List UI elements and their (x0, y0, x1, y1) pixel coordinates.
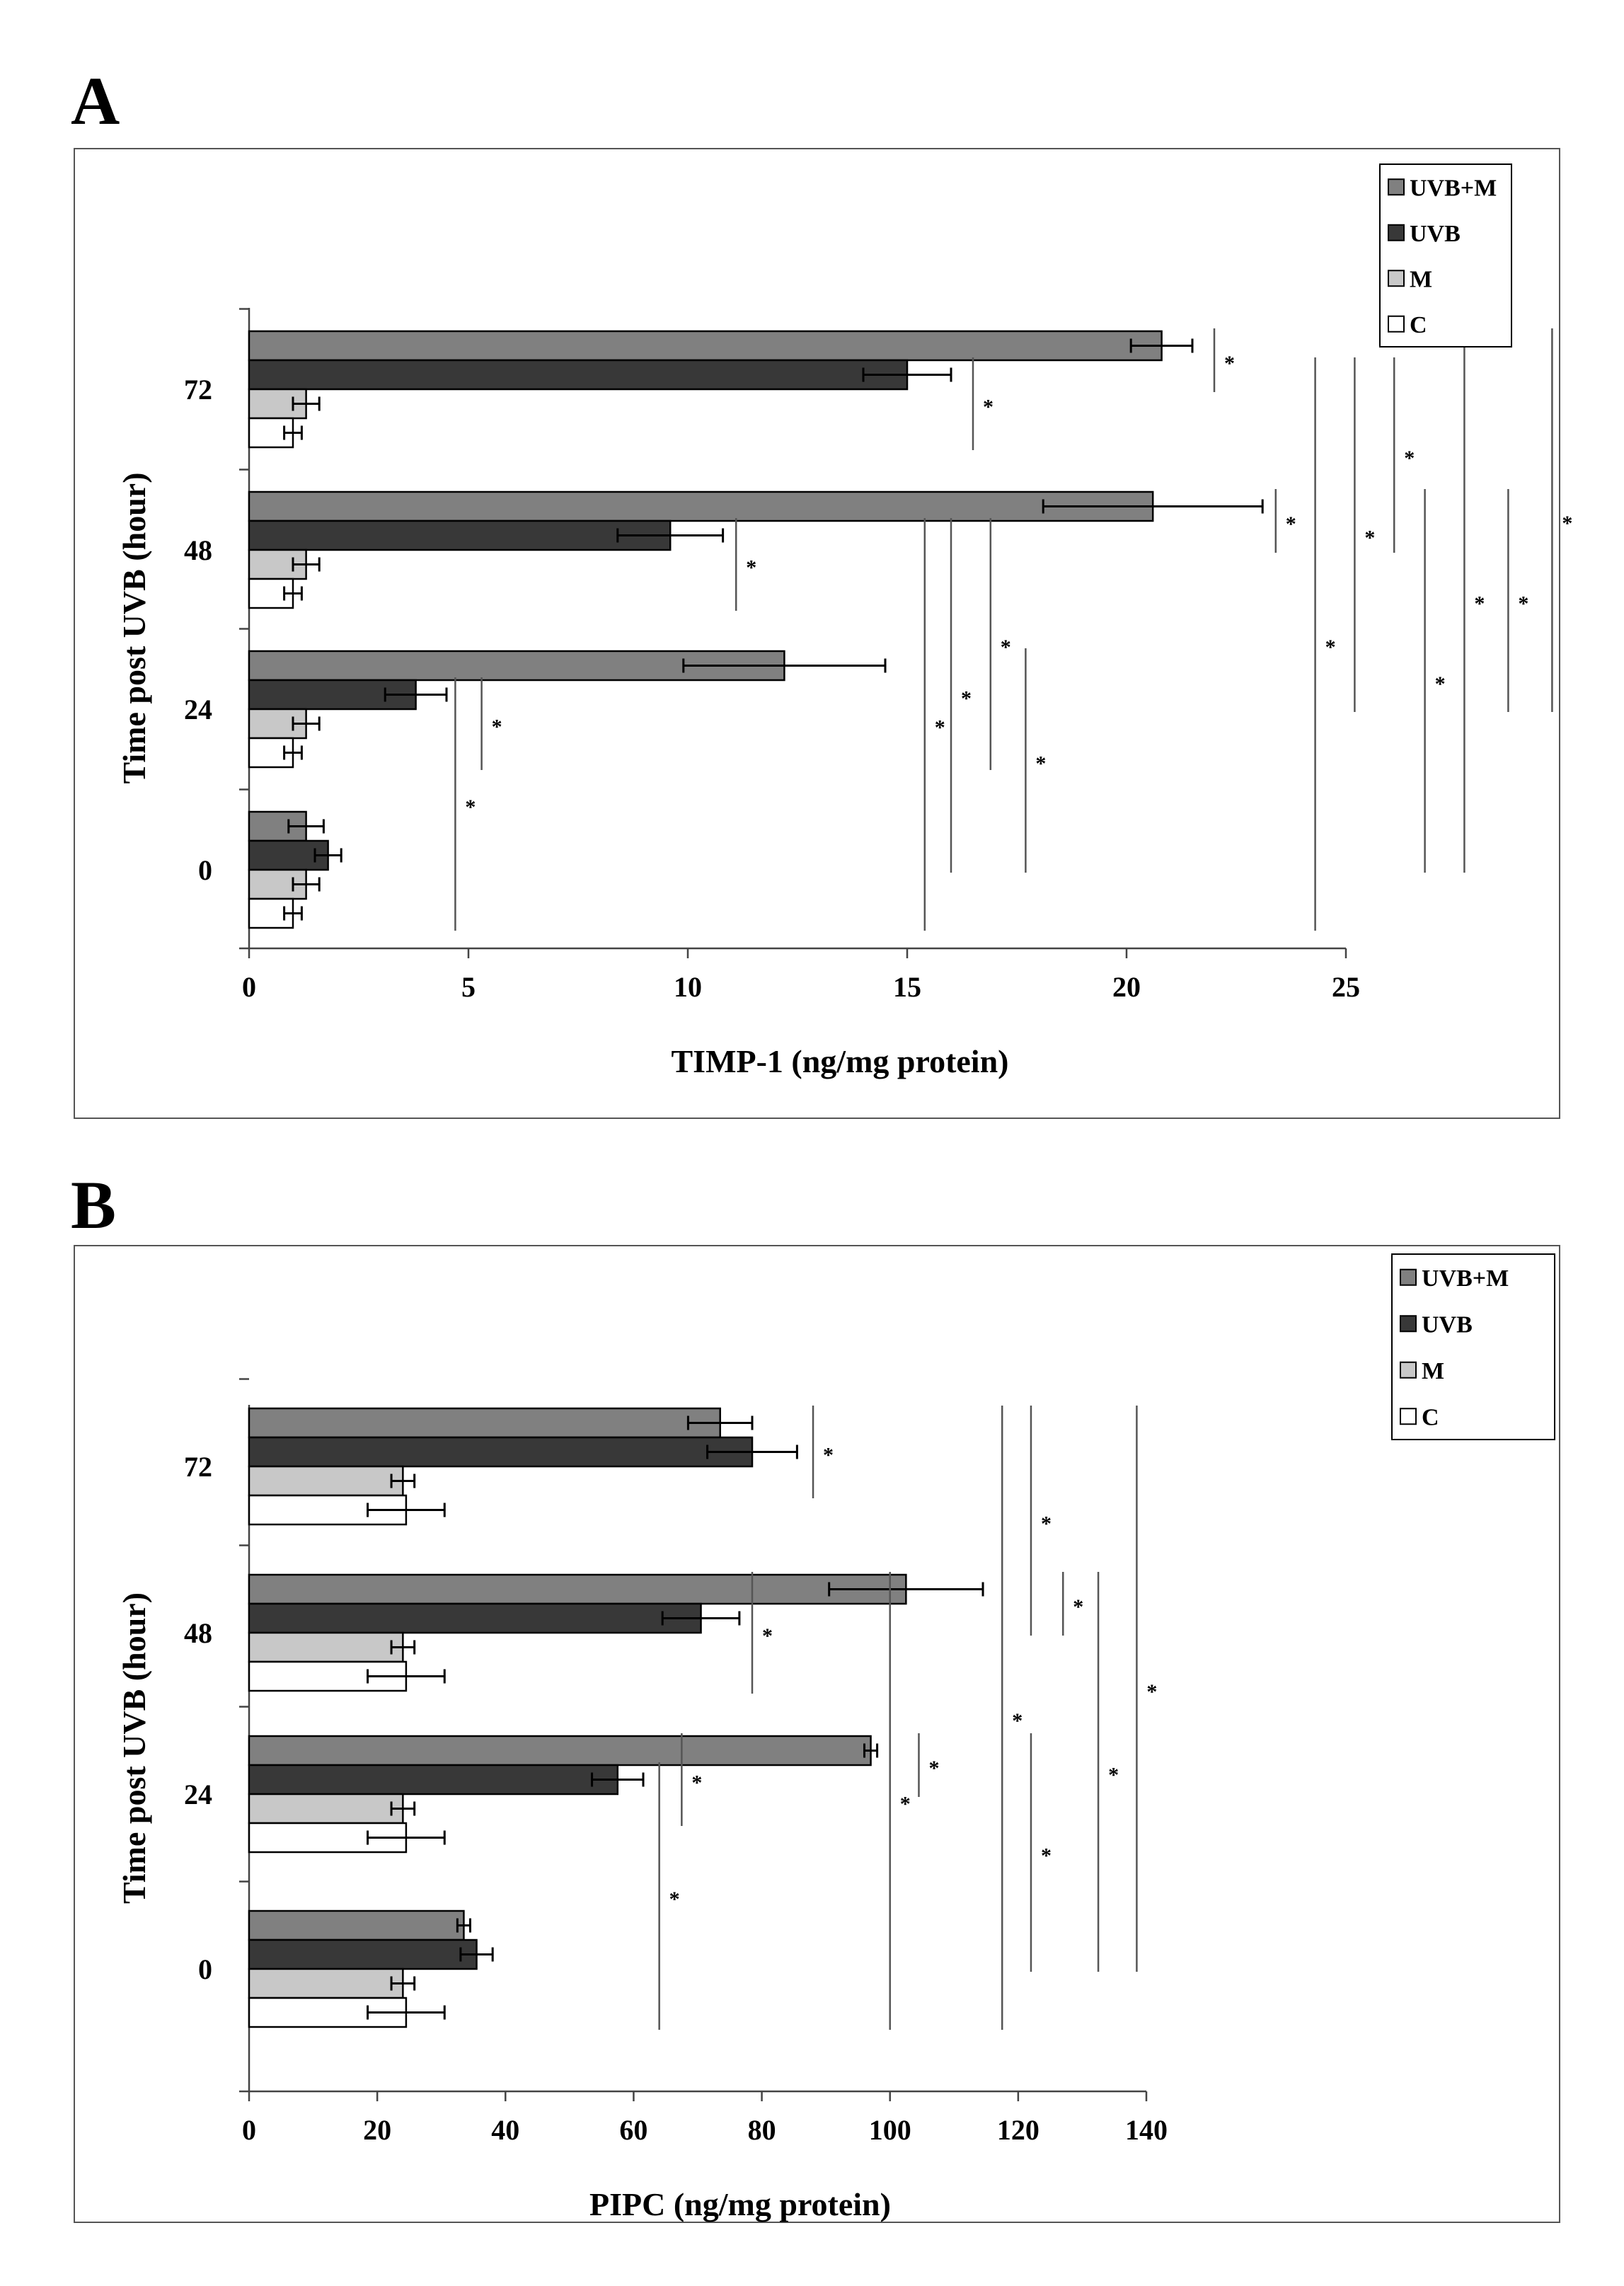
panel-b: B 0 20 40 60 80 100 120 140 0 24 48 72 PIPC (ng/mg pr… (71, 1167, 1560, 2223)
significance-star: * (1364, 527, 1375, 550)
significance-star: * (1286, 512, 1296, 536)
significance-star: * (1435, 672, 1446, 696)
significance-star: * (900, 1793, 911, 1816)
y-tick-label: 48 (184, 1617, 212, 1649)
legend-swatch (1388, 315, 1405, 333)
y-tick-label: 24 (184, 1779, 212, 1810)
y-axis-title: Time post UVB (hour) (116, 472, 152, 783)
legend-label: M (1410, 266, 1432, 292)
significance-star: * (746, 556, 756, 580)
x-tick-label: 15 (893, 971, 921, 1003)
x-tick-label: 0 (242, 971, 256, 1003)
legend-swatch (1400, 1408, 1417, 1425)
significance-star: * (492, 716, 502, 739)
significance-star: * (1562, 512, 1572, 535)
bar-uvb-48h (248, 519, 672, 551)
significance-star: * (1012, 1709, 1023, 1733)
x-tick-label: 20 (1112, 971, 1141, 1003)
significance-star: * (669, 1888, 680, 1911)
significance-star: * (1224, 352, 1235, 375)
x-tick-label: 25 (1332, 971, 1360, 1003)
significance-star: * (961, 687, 972, 711)
bar-m-48h (248, 1631, 404, 1663)
bar-uvb-m-72h (248, 1407, 721, 1439)
legend-label: UVB+M (1410, 175, 1497, 201)
significance-star: * (691, 1771, 702, 1795)
bar-uvb-m-0h (248, 1909, 465, 1941)
legend-label: UVB+M (1422, 1265, 1509, 1292)
x-axis-title: PIPC (ng/mg protein) (589, 2186, 891, 2222)
legend-label: C (1410, 312, 1427, 338)
panel-letter: A (71, 63, 120, 139)
legend: UVB+M UVB MC (1379, 163, 1512, 348)
y-tick-label: 0 (198, 1953, 212, 1985)
x-tick-label: 60 (619, 2114, 647, 2146)
bar-m-72h (248, 1465, 404, 1497)
legend-swatch (1400, 1268, 1417, 1286)
panel-letter: B (71, 1167, 116, 1243)
bar-uvb-m-24h (248, 1735, 872, 1767)
significance-star: * (1146, 1680, 1157, 1704)
bar-uvb-72h (248, 1436, 754, 1468)
bar-m-24h (248, 1793, 404, 1825)
legend-swatch (1388, 224, 1405, 241)
y-tick-label: 24 (184, 694, 212, 725)
bar-m-0h (248, 1968, 404, 1999)
legend-label: C (1422, 1404, 1439, 1430)
x-tick-label: 100 (869, 2114, 911, 2146)
legend-label: UVB (1410, 221, 1461, 247)
bar-uvb-m-72h (248, 330, 1163, 362)
legend-label: M (1422, 1358, 1444, 1384)
bar-uvb-48h (248, 1602, 702, 1634)
significance-star: * (983, 396, 994, 419)
x-tick-label: 140 (1125, 2114, 1168, 2146)
y-tick-label: 72 (184, 1451, 212, 1483)
significance-star: * (1474, 592, 1485, 616)
y-tick-label: 0 (198, 854, 212, 886)
y-axis-title: Time post UVB (hour) (116, 1592, 152, 1904)
x-tick-label: 5 (461, 971, 476, 1003)
x-tick-label: 20 (363, 2114, 391, 2146)
legend-swatch (1400, 1361, 1417, 1379)
x-tick-label: 40 (491, 2114, 519, 2146)
significance-star: * (1108, 1764, 1119, 1787)
significance-star: * (935, 716, 945, 740)
significance-star: * (1325, 636, 1336, 659)
significance-star: * (1404, 447, 1415, 470)
y-tick-label: 48 (184, 534, 212, 566)
legend-swatch (1400, 1315, 1417, 1333)
legend: UVB+M UVB MC (1391, 1253, 1555, 1440)
x-tick-label: 0 (242, 2114, 256, 2146)
x-tick-label: 120 (997, 2114, 1040, 2146)
legend-swatch (1388, 270, 1405, 287)
significance-star: * (762, 1624, 773, 1648)
significance-star: * (823, 1444, 834, 1467)
panel-a: A 0 5 10 15 20 25 0 24 48 72 TIMP-1 (ng/mg protein)… (71, 63, 1572, 1119)
bar-uvb-m-48h (248, 490, 1154, 522)
significance-star: * (928, 1757, 939, 1780)
legend-swatch (1388, 178, 1405, 196)
bar-uvb-m-48h (248, 1573, 907, 1605)
significance-star: * (1041, 1512, 1052, 1536)
significance-star: * (1041, 1844, 1052, 1868)
significance-star: * (1035, 752, 1046, 776)
significance-star: * (1518, 592, 1528, 616)
x-tick-label: 10 (674, 971, 702, 1003)
significance-star: * (465, 795, 476, 819)
x-axis-title: TIMP-1 (ng/mg protein) (671, 1043, 1008, 1079)
x-tick-label: 80 (748, 2114, 776, 2146)
legend-box (1391, 1253, 1555, 1440)
bar-uvb-72h (248, 359, 909, 391)
panel-frame (74, 148, 1560, 1119)
legend-label: UVB (1422, 1311, 1473, 1338)
significance-star: * (1073, 1595, 1083, 1619)
bar-uvb-24h (248, 1764, 619, 1796)
panel-frame (74, 1245, 1560, 2223)
y-tick-label: 72 (184, 374, 212, 406)
significance-star: * (1001, 636, 1011, 659)
bar-uvb-0h (248, 1938, 478, 1970)
